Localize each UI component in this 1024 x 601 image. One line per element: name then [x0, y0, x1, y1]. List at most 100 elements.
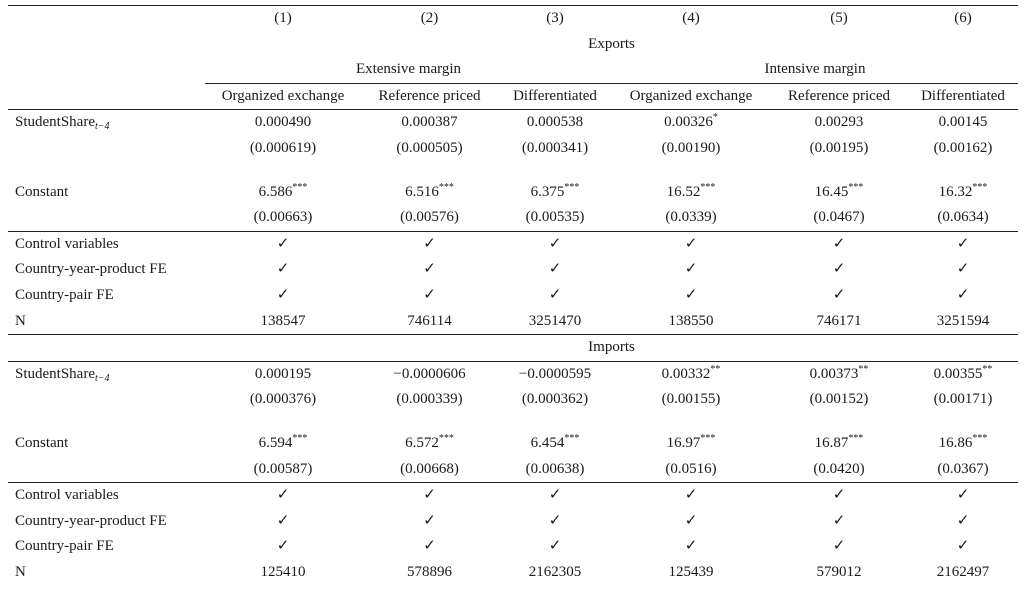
- check-icon: ✓: [908, 482, 1018, 509]
- panel-header-exports-row: Exports: [8, 32, 1018, 58]
- check-icon: ✓: [684, 512, 698, 529]
- imports-n-row: N 125410 578896 2162305 125439 579012 21…: [8, 560, 1018, 586]
- check-icon: ✓: [770, 230, 908, 258]
- check-icon: ✓: [612, 230, 770, 258]
- check-icon: ✓: [956, 261, 970, 278]
- se-cell: (0.00663): [253, 209, 313, 226]
- imports-constant-row: Constant 6.594*** 6.572*** 6.454*** 16.9…: [8, 431, 1018, 457]
- check-icon: ✓: [498, 482, 612, 509]
- subcolumn-header: Organized exchange: [629, 87, 753, 104]
- se-cell: (0.000505): [396, 139, 463, 156]
- subcolumn-header: Reference priced: [787, 87, 890, 104]
- check-icon: ✓: [361, 230, 498, 258]
- se-cell: (0.00155): [661, 391, 721, 408]
- n-cell: 138547: [260, 312, 306, 329]
- coef-cell: 6.586***: [258, 181, 308, 200]
- se-cell: (0.00152): [809, 391, 869, 408]
- check-icon: ✓: [612, 482, 770, 509]
- exports-constant-se-row: (0.00663) (0.00576) (0.00535) (0.0339) (…: [8, 205, 1018, 231]
- check-icon: ✓: [361, 482, 498, 509]
- imports-control-row: Control variables ✓ ✓ ✓ ✓ ✓ ✓: [8, 482, 1018, 509]
- row-label-cyp-fe: Country-year-product FE: [15, 261, 167, 278]
- coef-cell: 6.594***: [258, 432, 308, 451]
- check-icon: ✓: [423, 261, 436, 278]
- se-cell: (0.00162): [933, 139, 993, 156]
- n-cell: 125410: [260, 563, 306, 580]
- check-icon: ✓: [684, 286, 698, 303]
- check-icon: ✓: [276, 512, 290, 529]
- exports-student-share-row: StudentSharet−4 0.000490 0.000387 0.0005…: [8, 109, 1018, 136]
- coef-cell: 16.86***: [938, 432, 988, 451]
- check-icon: ✓: [276, 538, 290, 555]
- coef-cell: −0.0000606: [361, 360, 498, 388]
- coef-cell: 0.000387: [361, 109, 498, 136]
- coef-cell: 0.00326*: [612, 109, 770, 136]
- imports-student-share-se-row: (0.000376) (0.000339) (0.000362) (0.0015…: [8, 387, 1018, 413]
- n-cell: 3251594: [936, 312, 990, 329]
- check-icon: ✓: [423, 286, 436, 303]
- panel-header-imports-row: Imports: [8, 334, 1018, 362]
- se-cell: (0.0339): [665, 209, 717, 226]
- n-cell: 2162497: [936, 563, 990, 580]
- coef-cell: 16.97***: [666, 432, 716, 451]
- check-icon: ✓: [956, 286, 970, 303]
- coef-cell: 0.00332**: [612, 360, 770, 388]
- check-icon: ✓: [832, 512, 846, 529]
- coef-cell: 16.52***: [666, 181, 716, 200]
- coef-cell: 6.516***: [405, 181, 454, 200]
- coef-cell: 16.45***: [814, 181, 864, 200]
- check-icon: ✓: [956, 538, 970, 555]
- check-icon: ✓: [770, 482, 908, 509]
- se-cell: (0.0420): [813, 460, 865, 477]
- check-icon: ✓: [423, 538, 436, 555]
- coef-cell: 0.000490: [205, 109, 361, 136]
- exports-student-share-se-row: (0.000619) (0.000505) (0.000341) (0.0019…: [8, 136, 1018, 162]
- coef-cell: −0.0000595: [498, 360, 612, 388]
- n-cell: 138550: [668, 312, 714, 329]
- se-cell: (0.00195): [809, 139, 869, 156]
- row-label-constant: Constant: [15, 183, 69, 200]
- coef-cell: 6.572***: [405, 432, 454, 451]
- se-cell: (0.00576): [400, 209, 459, 226]
- se-cell: (0.00535): [525, 209, 585, 226]
- check-icon: ✓: [832, 286, 846, 303]
- check-icon: ✓: [498, 230, 612, 258]
- exports-cp-fe-row: Country-pair FE ✓ ✓ ✓ ✓ ✓ ✓: [8, 283, 1018, 309]
- se-cell: (0.00668): [400, 460, 459, 477]
- row-label-cp-fe: Country-pair FE: [15, 538, 114, 555]
- exports-cyp-fe-row: Country-year-product FE ✓ ✓ ✓ ✓ ✓ ✓: [8, 257, 1018, 283]
- spacer-row: [8, 413, 1018, 431]
- check-icon: ✓: [548, 512, 562, 529]
- row-label-student-share: StudentSharet−4: [8, 109, 205, 136]
- margin-header-row: Extensive margin Intensive margin: [8, 57, 1018, 84]
- check-icon: ✓: [908, 230, 1018, 258]
- n-cell: 746114: [407, 312, 452, 329]
- coef-cell: 0.00355**: [908, 360, 1018, 388]
- check-icon: ✓: [548, 261, 562, 278]
- imports-constant-se-row: (0.00587) (0.00668) (0.00638) (0.0516) (…: [8, 457, 1018, 483]
- se-cell: (0.000341): [521, 139, 589, 156]
- check-icon: ✓: [205, 230, 361, 258]
- se-cell: (0.00638): [525, 460, 585, 477]
- n-cell: 579012: [816, 563, 862, 580]
- se-cell: (0.00190): [661, 139, 721, 156]
- imports-cyp-fe-row: Country-year-product FE ✓ ✓ ✓ ✓ ✓ ✓: [8, 509, 1018, 535]
- column-number: (5): [770, 4, 908, 32]
- n-cell: 125439: [668, 563, 714, 580]
- se-cell: (0.00587): [253, 460, 313, 477]
- coef-cell: 0.000538: [498, 109, 612, 136]
- se-cell: (0.0516): [665, 460, 717, 477]
- se-cell: (0.000339): [396, 391, 463, 408]
- check-icon: ✓: [276, 286, 290, 303]
- check-icon: ✓: [956, 512, 970, 529]
- column-number: (3): [498, 4, 612, 32]
- column-number-row: (1) (2) (3) (4) (5) (6): [8, 4, 1018, 32]
- row-label-n: N: [15, 312, 26, 329]
- row-label-n: N: [15, 563, 26, 580]
- subcolumn-header: Differentiated: [513, 87, 597, 104]
- spacer-row: [8, 162, 1018, 180]
- exports-control-row: Control variables ✓ ✓ ✓ ✓ ✓ ✓: [8, 230, 1018, 258]
- se-cell: (0.000362): [521, 391, 589, 408]
- regression-table: (1) (2) (3) (4) (5) (6) Exports Extensiv…: [8, 4, 1018, 586]
- n-cell: 2162305: [528, 563, 582, 580]
